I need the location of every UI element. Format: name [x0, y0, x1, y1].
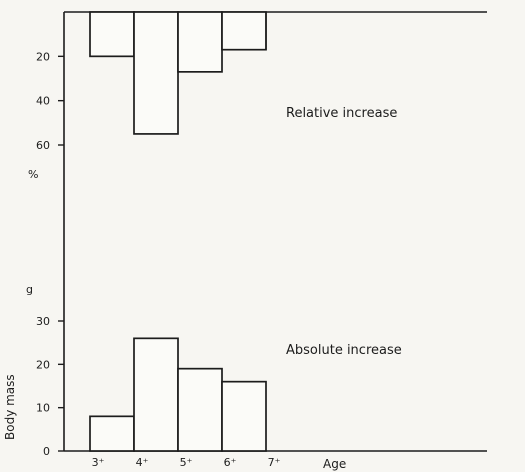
- x-tick-label-7+: 7⁺: [268, 456, 281, 469]
- x-axis-labels: 3⁺ 4⁺ 5⁺ 6⁺ 7⁺: [92, 456, 281, 469]
- absolute-increase-label: Absolute increase: [286, 343, 402, 358]
- absolute-increase-panel: 0 10 20 30: [36, 315, 267, 458]
- body-mass-axis-title: Body mass: [3, 374, 17, 440]
- x-tick-label-6+: 6⁺: [224, 456, 237, 469]
- relative-increase-label: Relative increase: [286, 106, 397, 121]
- gram-unit-label: g: [26, 283, 33, 296]
- relative-increase-panel: 20 40 60: [36, 11, 267, 152]
- relative-bar-3+: [89, 11, 135, 58]
- percent-unit-label: %: [28, 168, 38, 181]
- absolute-bar-6+: [221, 380, 267, 452]
- absolute-bar-4+: [133, 337, 179, 452]
- absolute-bar-5+: [177, 367, 223, 452]
- relative-bar-6+: [221, 11, 267, 51]
- relative-y-tick-label-60: 60: [36, 139, 50, 152]
- relative-bar-5+: [177, 11, 223, 73]
- relative-y-tick-label-20: 20: [36, 50, 50, 63]
- absolute-bar-3+: [89, 415, 135, 452]
- x-tick-label-4+: 4⁺: [136, 456, 149, 469]
- relative-bar-4+: [133, 11, 179, 135]
- absolute-y-tick-label-30: 30: [36, 315, 50, 328]
- x-tick-label-5+: 5⁺: [180, 456, 193, 469]
- age-axis-title: Age: [323, 457, 346, 471]
- relative-y-tick-label-40: 40: [36, 95, 50, 108]
- absolute-y-tick-label-0: 0: [43, 445, 50, 458]
- absolute-y-tick-label-20: 20: [36, 358, 50, 371]
- x-tick-label-3+: 3⁺: [92, 456, 105, 469]
- absolute-y-tick-label-10: 10: [36, 402, 50, 415]
